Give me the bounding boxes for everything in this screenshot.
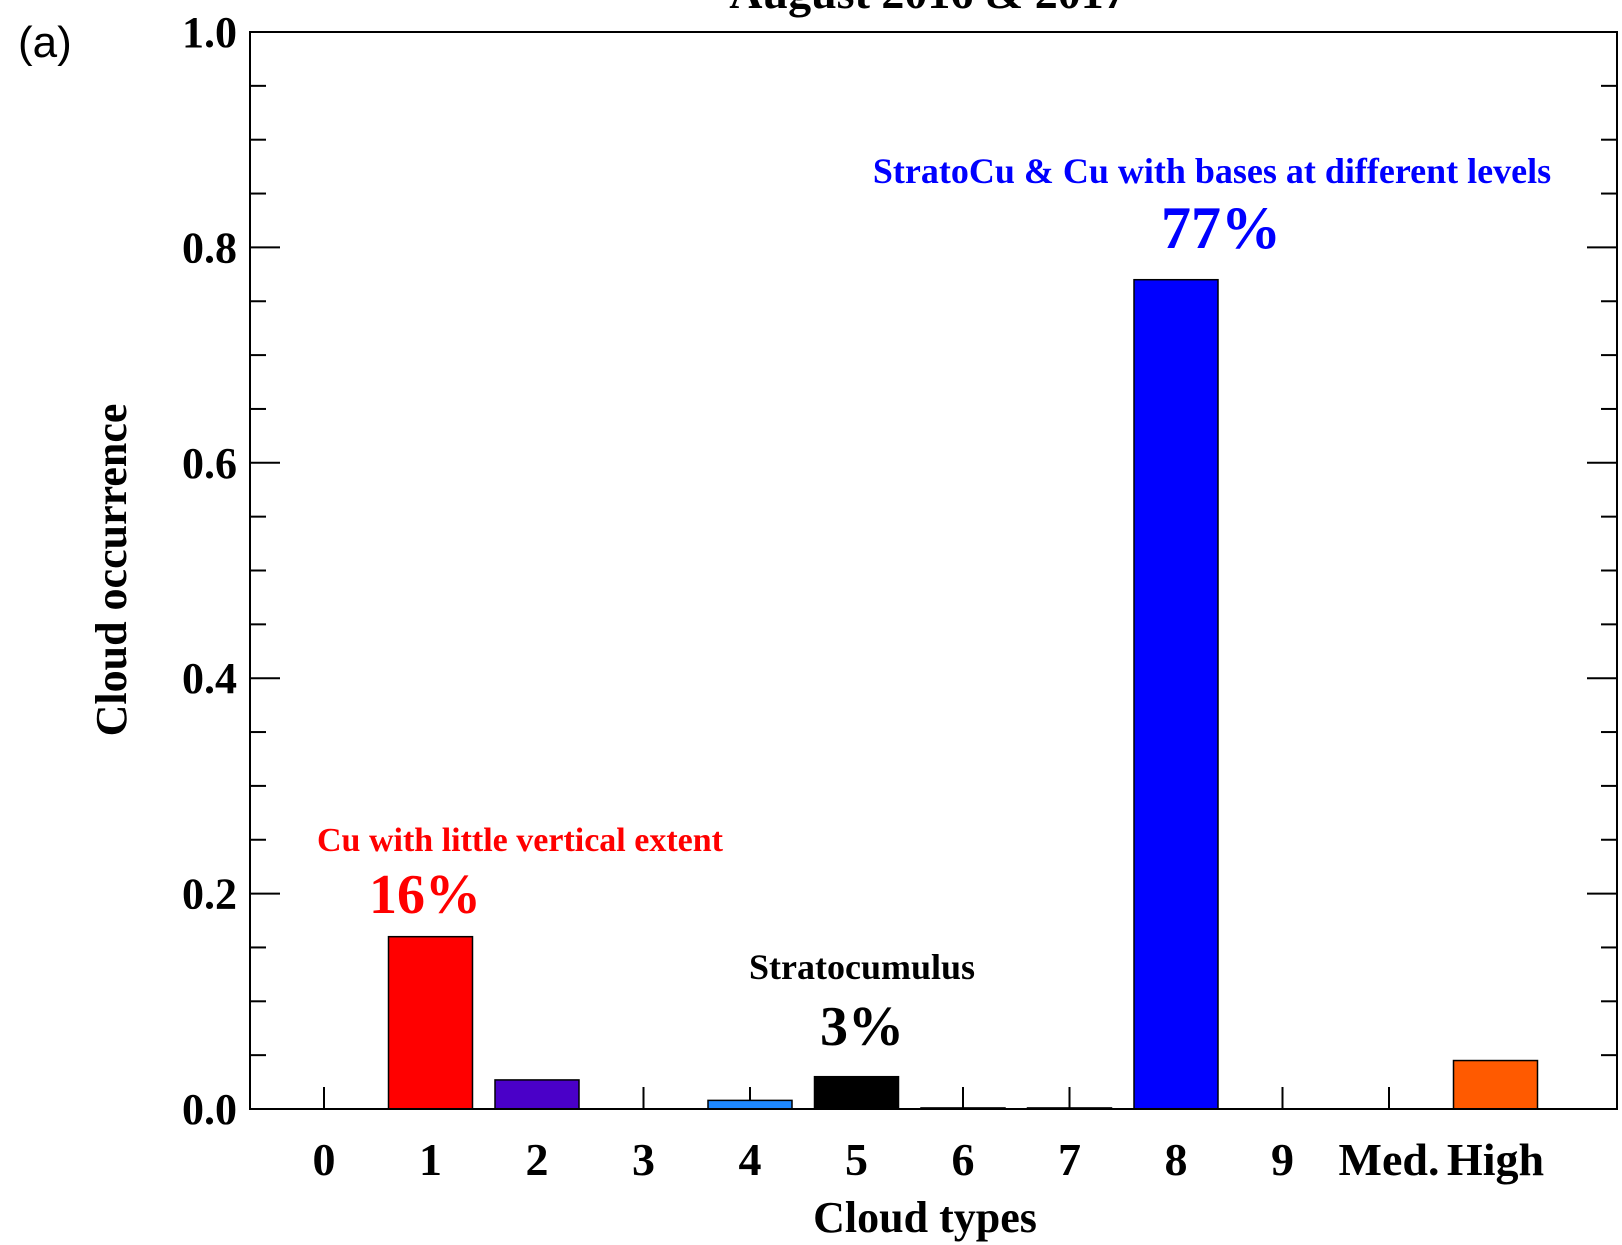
x-tick-label: 1 bbox=[419, 1134, 442, 1185]
bar-2 bbox=[494, 1079, 580, 1110]
annotation-stratocu-cu-bases-percent: 77% bbox=[1161, 195, 1281, 261]
x-tick-label: Med. bbox=[1339, 1134, 1440, 1185]
plot-frame bbox=[249, 31, 1618, 1110]
annotation-stratocu-cu-bases-label: StratoCu & Cu with bases at different le… bbox=[873, 151, 1551, 191]
y-tick-label: 1.0 bbox=[182, 8, 237, 57]
y-tick-label: 0.0 bbox=[182, 1085, 237, 1134]
x-tick-label: High bbox=[1447, 1134, 1544, 1185]
tick-labels: 0.0 0.2 0.4 0.6 0.8 1.0 0 1 2 3 4 5 6 7 8 9 Med. High bbox=[182, 8, 1544, 1185]
x-tick-label: 8 bbox=[1165, 1134, 1188, 1185]
chart-title: August 2016 & 2017 bbox=[729, 0, 1126, 18]
x-tick-label: 9 bbox=[1271, 1134, 1294, 1185]
y-tick-label: 0.2 bbox=[182, 870, 237, 919]
y-axis-label: Cloud occurrence bbox=[87, 404, 136, 737]
y-tick-label: 0.4 bbox=[182, 654, 237, 703]
x-tick-label: 6 bbox=[952, 1134, 975, 1185]
x-axis-label: Cloud types bbox=[813, 1193, 1037, 1242]
annotation-stratocumulus-label: Stratocumulus bbox=[749, 947, 975, 987]
bar-5 bbox=[813, 1075, 900, 1110]
bars bbox=[387, 278, 1539, 1110]
annotation-cu-little-vertical-label: Cu with little vertical extent bbox=[317, 822, 724, 859]
y-tick-label: 0.6 bbox=[182, 439, 237, 488]
y-tick-label: 0.8 bbox=[182, 223, 237, 272]
x-tick-label: 2 bbox=[526, 1134, 549, 1185]
annotation-cu-little-vertical-percent: 16% bbox=[369, 864, 481, 926]
panel-label: (a) bbox=[18, 18, 72, 67]
x-tick-label: 0 bbox=[313, 1134, 336, 1185]
bar-4 bbox=[707, 1099, 793, 1110]
axis-ticks bbox=[250, 31, 1617, 1110]
x-tick-label: 3 bbox=[632, 1134, 655, 1185]
annotation-stratocumulus-percent: 3% bbox=[820, 996, 904, 1058]
bar-high bbox=[1452, 1059, 1539, 1110]
annotations: Cu with little vertical extent 16% Stratoc… bbox=[317, 151, 1551, 1058]
x-tick-label: 4 bbox=[739, 1134, 762, 1185]
x-tick-label: 5 bbox=[845, 1134, 868, 1185]
bar-8 bbox=[1133, 278, 1219, 1110]
x-tick-label: 7 bbox=[1058, 1134, 1081, 1185]
bar-1 bbox=[387, 935, 474, 1110]
